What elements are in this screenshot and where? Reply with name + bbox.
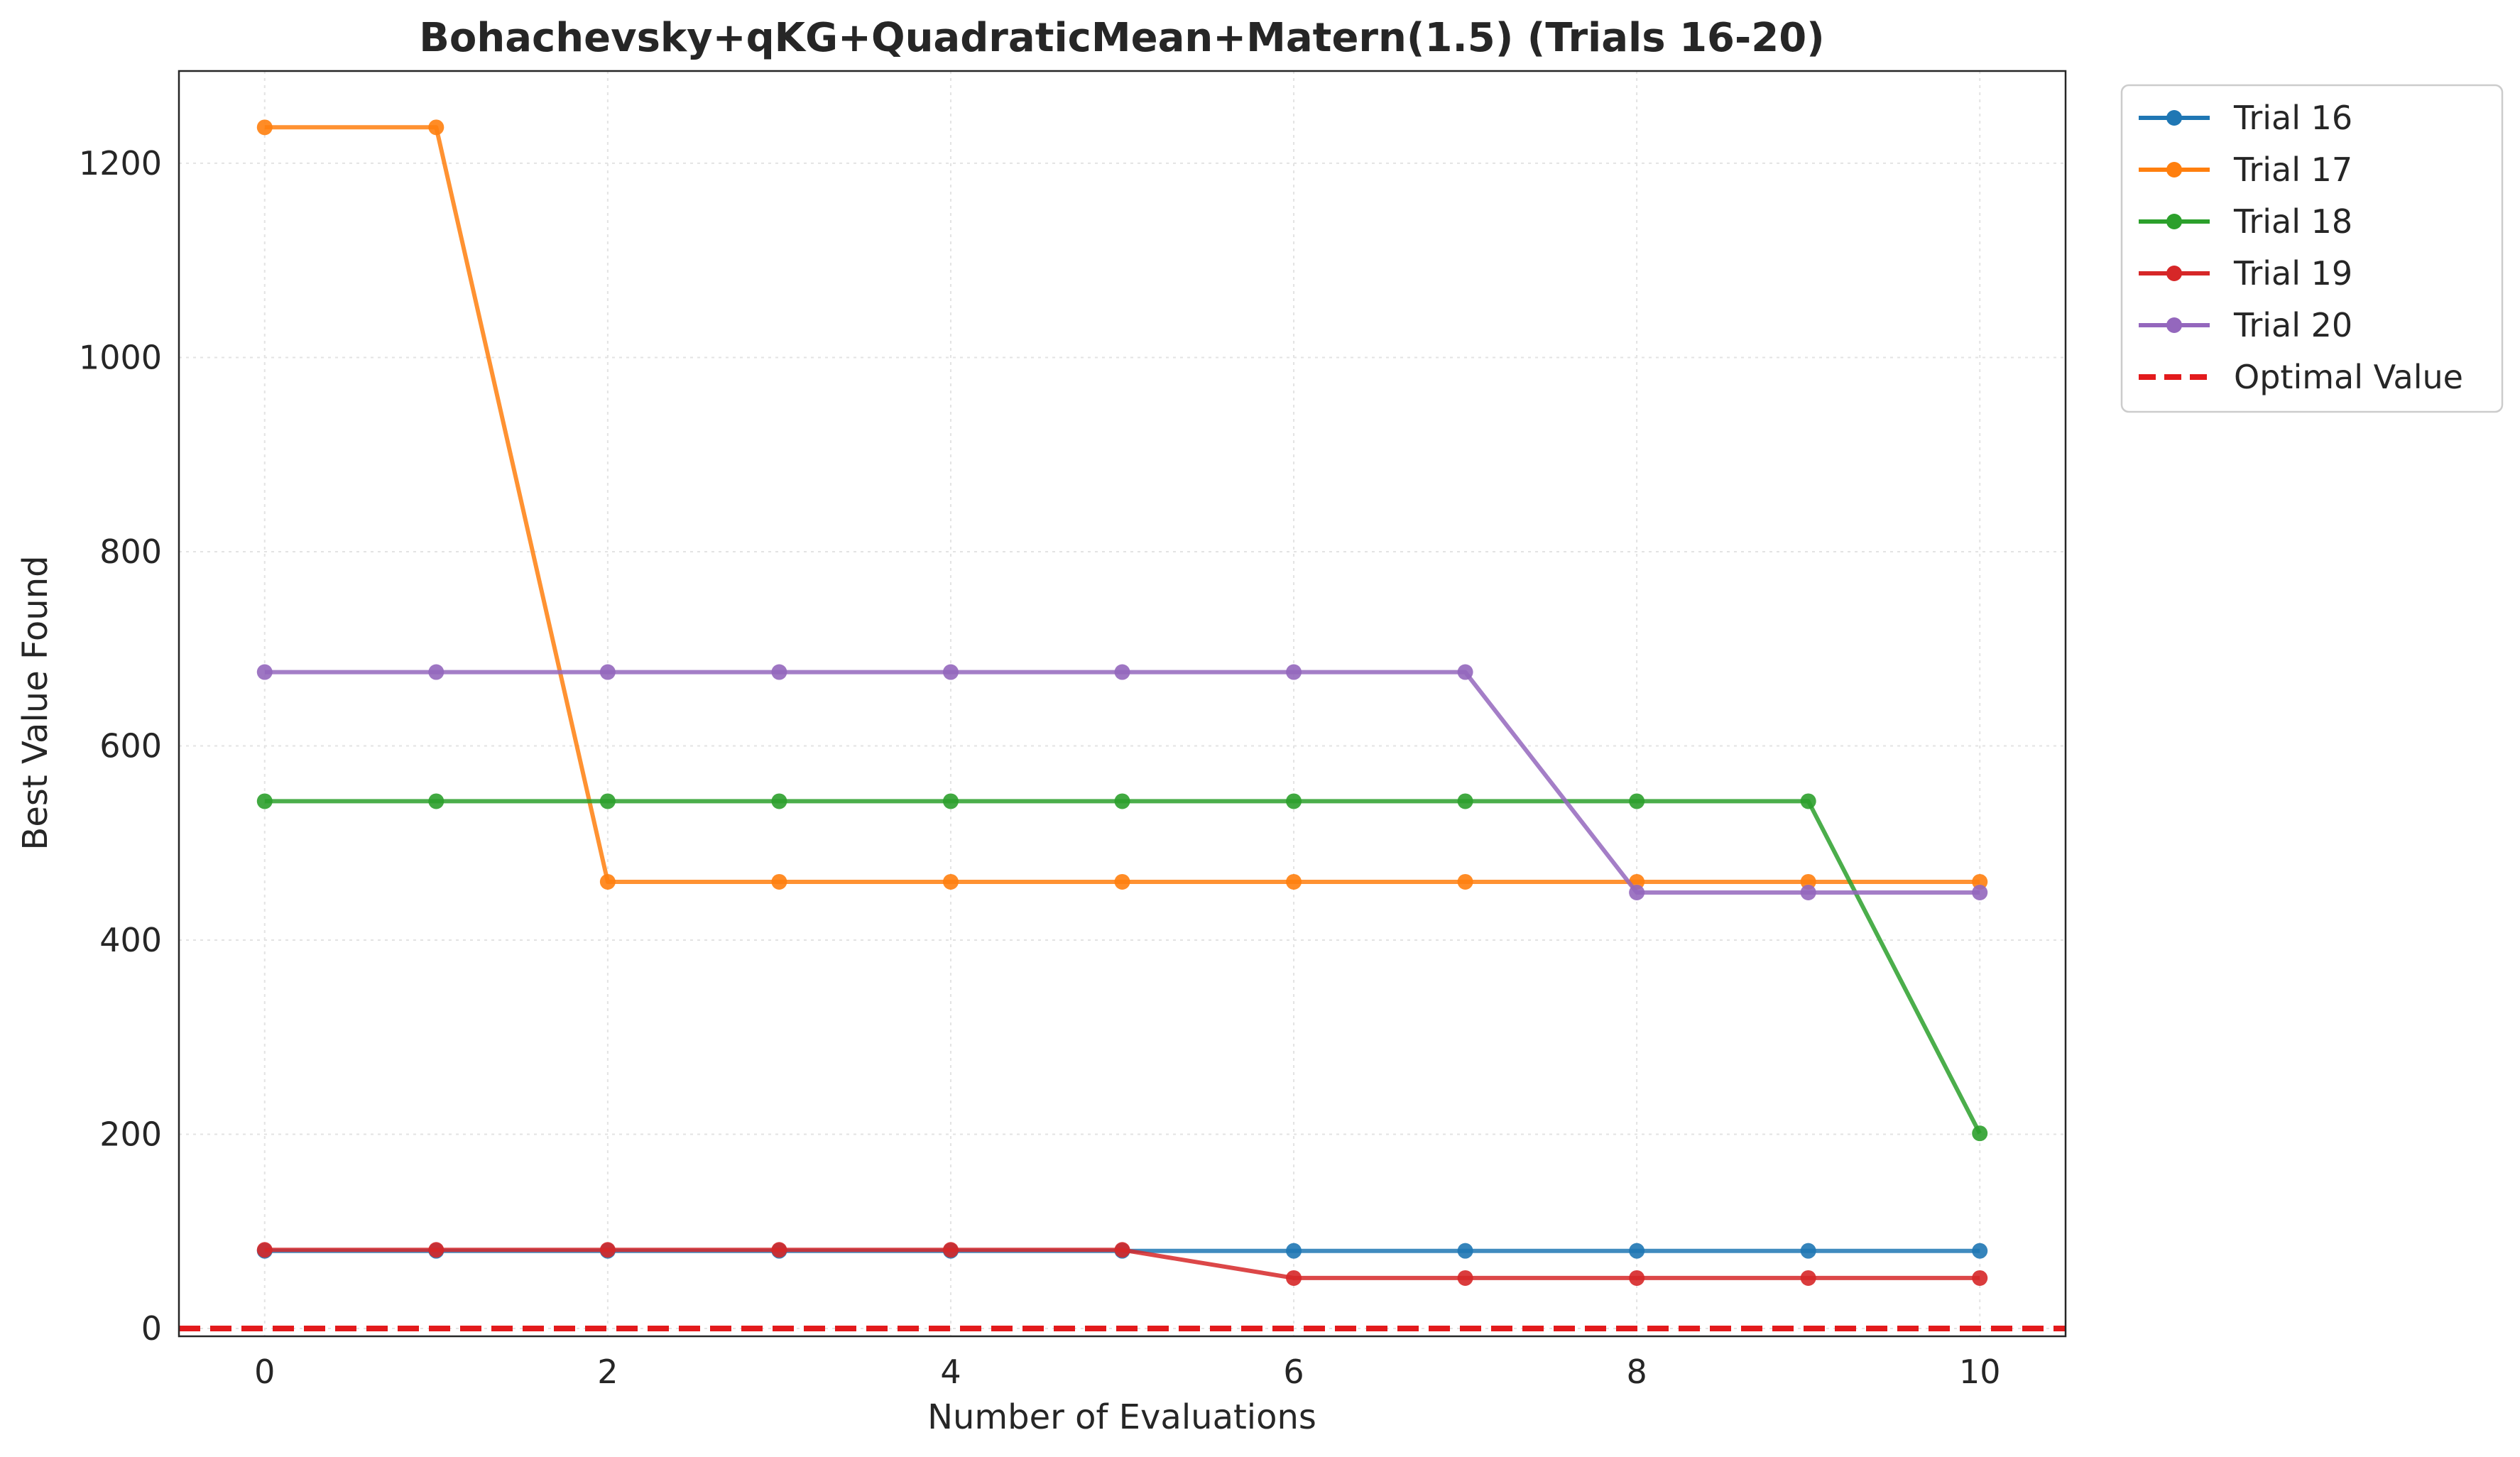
- legend-swatch-marker: [2166, 162, 2182, 178]
- data-point: [771, 1242, 787, 1258]
- series-layer: [256, 119, 1988, 1286]
- data-point: [1972, 885, 1988, 901]
- data-point: [1457, 664, 1473, 680]
- data-point: [1114, 1242, 1130, 1258]
- x-tick-label: 4: [940, 1353, 961, 1391]
- y-tick-label: 400: [99, 921, 162, 959]
- legend-label: Trial 18: [2233, 202, 2352, 241]
- data-point: [256, 1242, 273, 1258]
- data-point: [428, 664, 444, 680]
- data-point: [1286, 793, 1302, 809]
- data-point: [1457, 1243, 1473, 1259]
- data-point: [599, 1242, 616, 1258]
- data-point: [1800, 1270, 1816, 1286]
- y-tick-label: 600: [99, 726, 162, 765]
- data-point: [1114, 793, 1130, 809]
- legend-label: Trial 19: [2233, 254, 2352, 293]
- data-point: [771, 793, 787, 809]
- series-line: [264, 670, 1980, 895]
- data-point: [1286, 1270, 1302, 1286]
- data-point: [1629, 1243, 1645, 1259]
- y-tick-label: 200: [99, 1115, 162, 1154]
- data-point: [1457, 793, 1473, 809]
- y-tick-label: 800: [99, 533, 162, 571]
- data-point: [1800, 873, 1816, 890]
- y-tick-label: 1000: [79, 338, 162, 376]
- x-tick-label: 6: [1283, 1353, 1304, 1391]
- x-tick-label: 8: [1626, 1353, 1647, 1391]
- series-trial-19: [256, 1242, 1988, 1286]
- data-point: [1972, 1125, 1988, 1142]
- x-axis: 0 2 4 6 8 10: [254, 1353, 2000, 1391]
- legend-label: Optimal Value: [2234, 358, 2463, 396]
- data-point: [256, 793, 273, 809]
- legend: Trial 16 Trial 17 Trial 18 Trial 19 Trial 20…: [2120, 84, 2504, 413]
- series-trial-17: [256, 119, 1988, 890]
- data-point: [428, 1242, 444, 1258]
- data-point: [942, 793, 959, 809]
- series-line: [264, 799, 1982, 1135]
- y-axis-label: Best Value Found: [16, 555, 55, 850]
- grid: [179, 71, 2066, 1336]
- data-point: [942, 1242, 959, 1258]
- data-point: [1972, 1243, 1988, 1259]
- legend-swatch-marker: [2166, 214, 2182, 229]
- x-tick-label: 10: [1959, 1353, 2001, 1391]
- data-point: [771, 664, 787, 680]
- data-point: [428, 119, 444, 136]
- legend-swatch-marker: [2166, 266, 2182, 281]
- chart-title: Bohachevsky+qKG+QuadraticMean+Matern(1.5…: [419, 15, 1825, 61]
- legend-label: Trial 16: [2233, 99, 2352, 137]
- data-point: [428, 793, 444, 809]
- x-tick-label: 0: [254, 1353, 275, 1391]
- data-point: [1286, 664, 1302, 680]
- series-trial-18: [256, 793, 1988, 1142]
- data-point: [599, 873, 616, 890]
- data-point: [1629, 1270, 1645, 1286]
- data-point: [771, 873, 787, 890]
- data-point: [942, 664, 959, 680]
- data-point: [1800, 793, 1816, 809]
- legend-label: Trial 17: [2233, 151, 2352, 189]
- data-point: [1629, 885, 1645, 901]
- data-point: [1457, 1270, 1473, 1286]
- plot-frame: [178, 70, 2067, 1338]
- data-point: [256, 119, 273, 136]
- data-point: [1800, 885, 1816, 901]
- series-line: [264, 125, 1980, 884]
- series-trial-20: [256, 664, 1988, 901]
- x-tick-label: 2: [597, 1353, 618, 1391]
- data-point: [1286, 1243, 1302, 1259]
- data-point: [1629, 793, 1645, 809]
- x-axis-label: Number of Evaluations: [927, 1397, 1316, 1437]
- data-point: [1114, 873, 1130, 890]
- y-axis: 0 200 400 600 800 1000 1200: [79, 144, 162, 1348]
- legend-swatch-marker: [2166, 317, 2182, 333]
- data-point: [256, 664, 273, 680]
- y-tick-label: 1200: [79, 144, 162, 182]
- legend-swatch-marker: [2166, 110, 2182, 126]
- data-point: [599, 793, 616, 809]
- data-point: [599, 664, 616, 680]
- data-point: [1972, 873, 1988, 890]
- data-point: [1114, 664, 1130, 680]
- data-point: [1972, 1270, 1988, 1286]
- data-point: [942, 873, 959, 890]
- legend-label: Trial 20: [2233, 306, 2352, 344]
- data-point: [1286, 873, 1302, 890]
- data-point: [1457, 873, 1473, 890]
- y-tick-label: 0: [141, 1309, 162, 1348]
- legend-box: [2120, 84, 2504, 413]
- data-point: [1800, 1243, 1816, 1259]
